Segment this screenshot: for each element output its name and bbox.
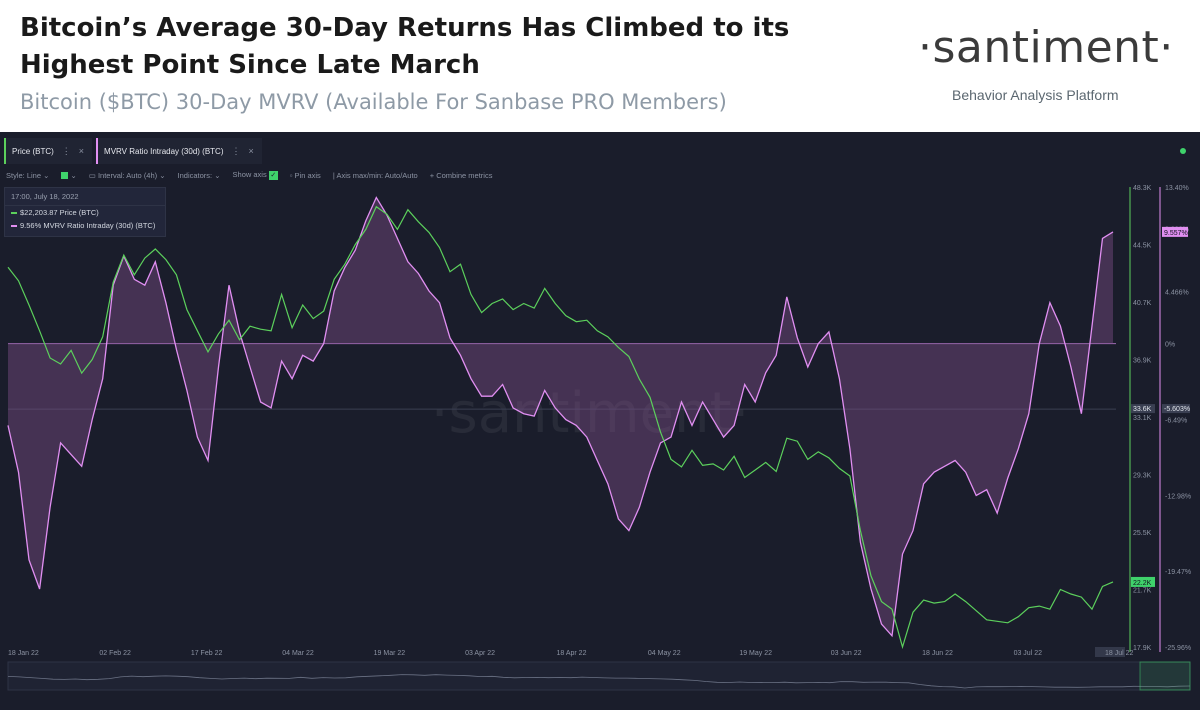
x-axis-tick: 18 Jul 22 bbox=[1105, 650, 1134, 657]
tab-price-btc[interactable]: Price (BTC) ⋮ × bbox=[4, 138, 93, 164]
style-dropdown[interactable]: Style: Line ⌄ bbox=[6, 170, 50, 180]
x-tick-highlight bbox=[1095, 647, 1125, 657]
mvrv-area bbox=[8, 197, 1113, 636]
header: Bitcoin’s Average 30-Day Returns Has Cli… bbox=[0, 0, 1200, 132]
mvrv-axis-tick: -6.49% bbox=[1165, 417, 1187, 424]
page-subtitle: Bitcoin ($BTC) 30-Day MVRV (Available Fo… bbox=[20, 90, 727, 114]
price-marker-box bbox=[1131, 404, 1155, 414]
color-swatch-icon bbox=[61, 172, 69, 180]
close-icon[interactable]: × bbox=[248, 146, 254, 156]
tooltip-price: $22,203.87 Price (BTC) bbox=[20, 208, 99, 217]
mvrv-marker-label: -5.603% bbox=[1164, 406, 1190, 413]
live-status-icon bbox=[1180, 148, 1186, 154]
show-axis-label: Show axis bbox=[232, 170, 267, 180]
price-current-label: 22.2K bbox=[1133, 580, 1152, 587]
pin-axis-toggle[interactable]: ▫ Pin axis bbox=[289, 170, 321, 180]
x-axis-tick: 04 Mar 22 bbox=[282, 650, 314, 657]
axis-minmax-button[interactable]: | Axis max/min: Auto/Auto bbox=[332, 170, 418, 180]
tab-mvrv-label: MVRV Ratio Intraday (30d) (BTC) bbox=[104, 146, 224, 156]
tooltip-mvrv: 9.56% MVRV Ratio Intraday (30d) (BTC) bbox=[20, 221, 156, 230]
price-axis-tick: 48.3K bbox=[1133, 185, 1152, 192]
page-title: Bitcoin’s Average 30-Day Returns Has Cli… bbox=[20, 10, 880, 84]
axis-minmax-label: Axis max/min: Auto/Auto bbox=[336, 170, 418, 180]
mvrv-series-line bbox=[7, 196, 1114, 638]
price-axis-tick: 17.9K bbox=[1133, 645, 1152, 652]
price-axis-tick: 29.3K bbox=[1133, 473, 1152, 480]
title-line-2: Highest Point Since Late March bbox=[20, 50, 480, 80]
price-axis-tick: 33.1K bbox=[1133, 415, 1152, 422]
x-axis-tick: 18 Jun 22 bbox=[922, 650, 953, 657]
mvrv-axis-tick: -12.98% bbox=[1165, 493, 1191, 500]
mvrv-axis-tick: 13.40% bbox=[1165, 185, 1189, 192]
mvrv-axis-tick: 4.466% bbox=[1165, 289, 1189, 296]
chart-tooltip: 17:00, July 18, 2022 $22,203.87 Price (B… bbox=[4, 187, 166, 237]
chart-toolbar: Style: Line ⌄ ⌄ ▭ Interval: Auto (4h) ⌄ … bbox=[6, 168, 492, 182]
tab-mvrv[interactable]: MVRV Ratio Intraday (30d) (BTC) ⋮ × bbox=[96, 138, 262, 164]
santiment-logo: ·santiment· bbox=[918, 22, 1174, 73]
chart-panel: Price (BTC) ⋮ × MVRV Ratio Intraday (30d… bbox=[0, 132, 1200, 710]
mvrv-axis-tick: 0% bbox=[1165, 342, 1175, 349]
navigator bbox=[7, 661, 1191, 691]
x-axis-tick: 03 Jul 22 bbox=[1014, 650, 1043, 657]
price-axis-tick: 40.7K bbox=[1133, 300, 1152, 307]
more-icon[interactable]: ⋮ bbox=[61, 145, 71, 156]
x-axis-tick: 03 Jun 22 bbox=[831, 650, 862, 657]
x-axis-tick: 18 Apr 22 bbox=[557, 650, 587, 657]
navigator-overview-line bbox=[7, 674, 1191, 689]
color-picker[interactable]: ⌄ bbox=[61, 171, 77, 180]
interval-dropdown[interactable]: ▭ Interval: Auto (4h) ⌄ bbox=[88, 170, 166, 180]
indicators-dropdown[interactable]: Indicators: ⌄ bbox=[177, 170, 221, 180]
price-axis-tick: 44.5K bbox=[1133, 243, 1152, 250]
price-axis-tick: 36.9K bbox=[1133, 358, 1152, 365]
combine-label: Combine metrics bbox=[436, 170, 493, 180]
combine-metrics-button[interactable]: + Combine metrics bbox=[429, 170, 493, 180]
price-swatch-icon bbox=[11, 211, 17, 214]
interval-label: Interval: Auto (4h) bbox=[97, 170, 158, 180]
mvrv-current-box bbox=[1162, 226, 1188, 237]
price-marker-label: 33.6K bbox=[1133, 406, 1152, 413]
x-axis-tick: 18 Jan 22 bbox=[8, 650, 39, 657]
title-line-1: Bitcoin’s Average 30-Day Returns Has Cli… bbox=[20, 13, 790, 43]
x-axis-tick: 19 May 22 bbox=[739, 650, 772, 657]
mvrv-current-label: 9.557% bbox=[1164, 230, 1188, 237]
tooltip-mvrv-row: 9.56% MVRV Ratio Intraday (30d) (BTC) bbox=[5, 219, 165, 232]
price-series-line bbox=[7, 205, 1114, 650]
price-current-box bbox=[1131, 576, 1155, 587]
x-axis-tick: 04 May 22 bbox=[648, 650, 681, 657]
show-axis-toggle[interactable]: Show axis ✓ bbox=[233, 170, 278, 180]
close-icon[interactable]: × bbox=[78, 146, 85, 156]
mvrv-marker-box bbox=[1162, 404, 1190, 414]
indicators-label: Indicators: bbox=[177, 170, 213, 180]
x-axis-tick: 17 Feb 22 bbox=[191, 650, 223, 657]
navigator-selection bbox=[1139, 661, 1191, 691]
style-label: Style: Line bbox=[6, 170, 42, 180]
tab-price-label: Price (BTC) bbox=[12, 146, 54, 156]
price-axis-tick: 25.5K bbox=[1133, 530, 1152, 537]
pin-axis-label: Pin axis bbox=[294, 170, 321, 180]
tooltip-price-row: $22,203.87 Price (BTC) bbox=[5, 206, 165, 219]
x-axis-tick: 03 Apr 22 bbox=[465, 650, 495, 657]
metric-tabs: Price (BTC) ⋮ × MVRV Ratio Intraday (30d… bbox=[4, 138, 262, 164]
mvrv-swatch-icon bbox=[11, 224, 17, 227]
x-axis-tick: 02 Feb 22 bbox=[99, 650, 131, 657]
mvrv-axis-tick: -19.47% bbox=[1165, 569, 1191, 576]
logo-tagline: Behavior Analysis Platform bbox=[952, 87, 1119, 103]
mvrv-axis-tick: -25.96% bbox=[1165, 645, 1191, 652]
watermark: ·santiment· bbox=[431, 381, 750, 446]
chart-svg[interactable]: ·santiment· 48.3K 44.5K 40.7K 36.9K 33.1K 29.3… bbox=[0, 132, 1200, 710]
x-axis-tick: 19 Mar 22 bbox=[374, 650, 406, 657]
tooltip-date: 17:00, July 18, 2022 bbox=[5, 188, 165, 206]
more-icon[interactable]: ⋮ bbox=[231, 145, 241, 156]
checkbox-checked-icon[interactable]: ✓ bbox=[268, 170, 278, 180]
price-axis-tick: 21.7K bbox=[1133, 588, 1152, 595]
